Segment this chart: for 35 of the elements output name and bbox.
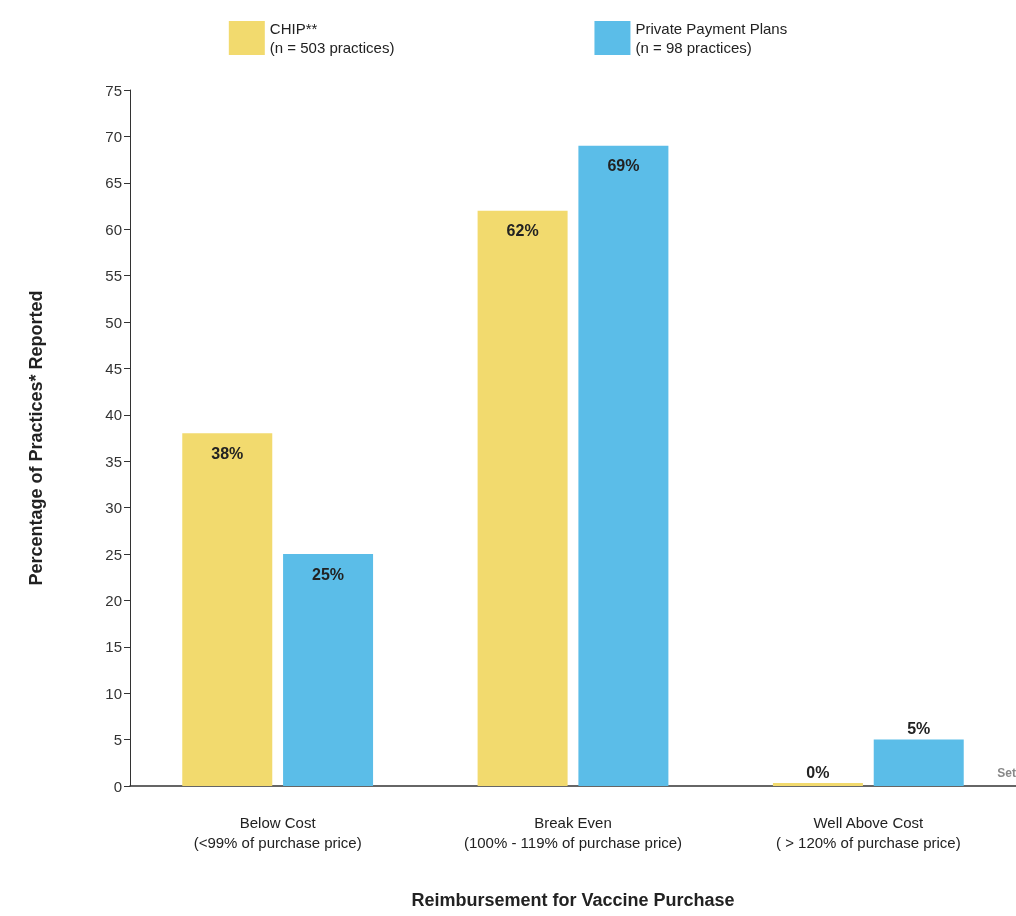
y-tick-label: 50 <box>105 313 122 331</box>
data-label: 25% <box>312 565 345 583</box>
y-tick-label: 20 <box>105 591 122 609</box>
data-label: 62% <box>506 222 539 240</box>
x-tick-label: Below Cost (<99% of purchase price) <box>193 813 362 851</box>
y-tick-label: 45 <box>105 359 122 377</box>
x-axis-title: Reimbursement for Vaccine Purchase <box>411 890 735 910</box>
y-tick-label: 30 <box>105 499 122 517</box>
y-tick-label: 75 <box>105 81 122 99</box>
legend-label: CHIP** (n = 503 practices) <box>269 20 395 56</box>
y-axis-title: Percentage of Practices* Reported <box>26 290 46 586</box>
y-tick-label: 25 <box>105 545 122 563</box>
y-tick-label: 35 <box>105 452 122 470</box>
data-label: 0% <box>806 763 830 781</box>
data-label: 5% <box>907 720 931 738</box>
annotation: Set <box>997 766 1016 780</box>
legend-label: Private Payment Plans (n = 98 practices) <box>635 20 788 56</box>
data-label: 38% <box>211 444 244 462</box>
bar <box>182 433 273 786</box>
y-tick-label: 55 <box>105 267 122 285</box>
y-tick-label: 65 <box>105 174 122 192</box>
y-tick-label: 60 <box>105 220 122 238</box>
y-tick-label: 70 <box>105 127 122 145</box>
y-tick-label: 15 <box>105 638 122 656</box>
bar <box>873 739 964 786</box>
x-tick-label: Break Even (100% - 119% of purchase price) <box>463 813 683 851</box>
bar <box>477 210 568 786</box>
y-tick-label: 10 <box>105 684 122 702</box>
bar <box>283 554 374 786</box>
y-tick-label: 40 <box>105 406 122 424</box>
y-tick-label: 5 <box>113 731 122 749</box>
data-label: 69% <box>607 157 640 175</box>
y-tick-label: 0 <box>113 777 122 795</box>
bar <box>578 145 669 786</box>
x-tick-label: Well Above Cost ( > 120% of purchase price) <box>775 813 961 851</box>
